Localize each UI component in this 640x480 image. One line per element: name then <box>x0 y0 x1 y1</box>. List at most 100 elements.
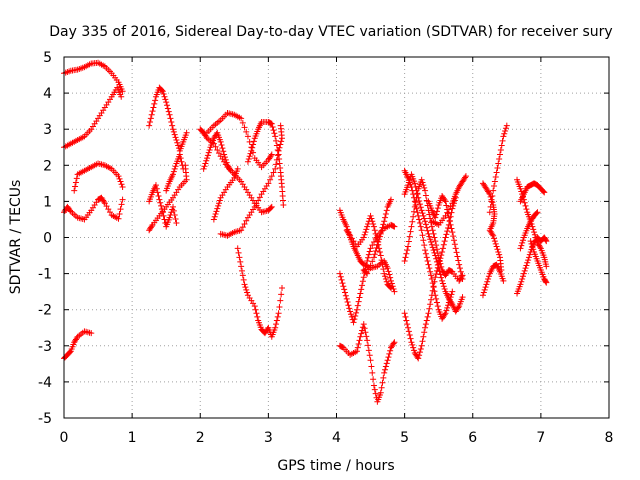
data-point-plus <box>419 179 426 186</box>
data-point-plus <box>255 197 262 204</box>
data-point-plus <box>540 188 547 195</box>
data-point-plus <box>520 270 527 277</box>
data-point-plus <box>391 223 398 230</box>
data-point-plus <box>381 270 388 277</box>
data-point-plus <box>365 347 372 354</box>
data-point-plus <box>369 369 376 376</box>
data-point-plus <box>353 309 360 316</box>
data-point-plus <box>365 254 372 261</box>
data-point-plus <box>243 217 250 224</box>
data-point-plus <box>342 292 349 299</box>
data-point-plus <box>158 206 165 213</box>
data-point-plus <box>273 137 280 144</box>
data-point-plus <box>73 175 80 182</box>
data-point-plus <box>347 308 354 315</box>
data-point-plus <box>378 257 385 264</box>
data-point-plus <box>424 257 431 264</box>
data-point-plus <box>359 278 366 285</box>
data-point-plus <box>449 288 456 295</box>
data-point-plus <box>164 102 171 109</box>
data-point-plus <box>416 197 423 204</box>
data-point-plus <box>146 122 153 129</box>
data-point-plus <box>391 339 398 346</box>
data-point-plus <box>431 249 438 256</box>
data-point-plus <box>456 261 463 268</box>
data-point-plus <box>522 265 529 272</box>
data-point-plus <box>416 220 423 227</box>
x-tick-label: 7 <box>536 430 545 446</box>
data-point-plus <box>178 158 185 165</box>
data-point-plus <box>364 337 371 344</box>
data-point-plus <box>268 151 275 158</box>
data-point-plus <box>517 281 524 288</box>
data-point-plus <box>360 234 367 241</box>
data-point-plus <box>379 379 386 386</box>
data-point-plus <box>244 289 251 296</box>
data-point-plus <box>147 115 154 122</box>
data-point-plus <box>211 213 218 220</box>
data-point-plus <box>481 286 488 293</box>
data-point-plus <box>220 148 227 155</box>
data-point-plus <box>222 156 229 163</box>
data-point-plus <box>273 142 280 149</box>
data-point-plus <box>253 310 260 317</box>
data-point-plus <box>148 223 155 230</box>
data-point-plus <box>410 213 417 220</box>
data-point-plus <box>489 231 496 238</box>
data-point-plus <box>152 97 159 104</box>
data-point-plus <box>499 137 506 144</box>
data-point-plus <box>217 138 224 145</box>
data-point-plus <box>339 280 346 287</box>
data-point-plus <box>420 333 427 340</box>
data-point-plus <box>494 165 501 172</box>
data-point-plus <box>404 321 411 328</box>
data-point-plus <box>204 152 211 159</box>
data-point-plus <box>176 151 183 158</box>
data-point-plus <box>496 251 503 258</box>
data-point-plus <box>215 200 222 207</box>
data-point-plus <box>388 196 394 203</box>
data-point-plus <box>278 291 285 298</box>
data-point-plus <box>498 142 505 149</box>
data-point-plus <box>152 182 159 189</box>
data-point-plus <box>173 137 180 144</box>
data-point-plus <box>357 290 364 297</box>
data-point-plus <box>502 125 509 132</box>
data-point-plus <box>530 246 537 253</box>
data-point-plus <box>210 216 217 223</box>
data-point-plus <box>162 96 169 103</box>
data-point-plus <box>413 187 420 194</box>
data-point-plus <box>443 231 450 238</box>
data-point-plus <box>275 151 282 158</box>
data-point-plus <box>519 276 526 283</box>
data-point-plus <box>406 331 413 338</box>
data-point-plus <box>416 216 423 223</box>
data-point-plus <box>170 207 177 214</box>
data-point-plus <box>367 262 374 269</box>
data-point-plus <box>256 194 263 201</box>
data-point-plus <box>376 233 383 240</box>
data-point-plus <box>420 237 427 244</box>
data-point-plus <box>368 215 375 222</box>
data-point-plus <box>492 174 499 181</box>
data-point-plus <box>541 189 548 196</box>
data-point-plus <box>351 316 358 323</box>
data-point-plus <box>401 257 408 264</box>
data-point-plus <box>202 160 209 167</box>
data-point-plus <box>242 284 249 291</box>
data-point-plus <box>531 229 538 236</box>
data-point-plus <box>422 324 429 331</box>
data-point-plus <box>428 272 435 279</box>
data-point-plus <box>163 99 170 106</box>
data-point-plus <box>371 386 378 393</box>
data-point-plus <box>500 277 507 284</box>
data-point-plus <box>485 276 492 283</box>
data-point-plus <box>270 127 277 134</box>
x-tick-label: 8 <box>605 430 614 446</box>
data-point-plus <box>429 287 436 294</box>
data-point-plus <box>369 218 376 225</box>
data-point-plus <box>149 108 156 115</box>
data-point-plus <box>267 176 274 183</box>
data-point-plus <box>214 146 221 153</box>
data-point-plus <box>444 228 451 235</box>
